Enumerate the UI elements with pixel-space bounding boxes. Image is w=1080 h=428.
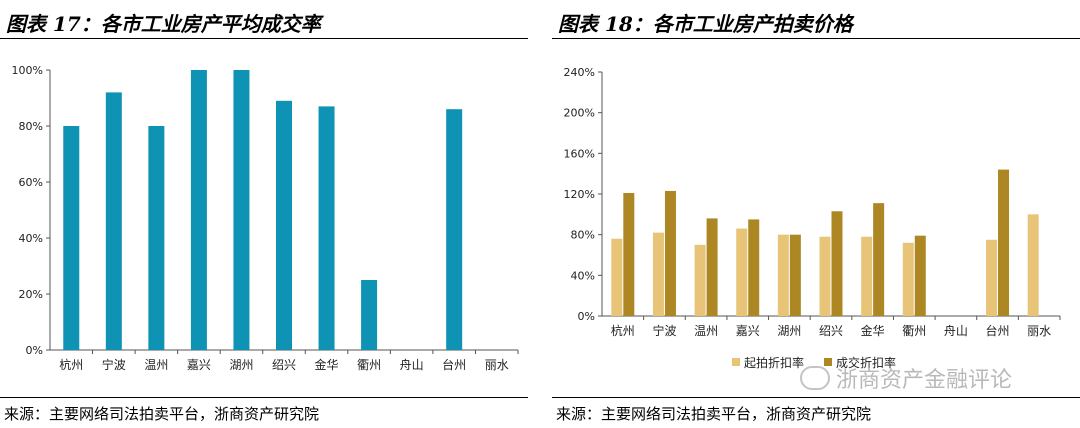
- bar: [276, 100, 292, 350]
- bar: [861, 236, 873, 316]
- right-chart-panel: 图表 18：各市工业房产拍卖价格 0% 40% 80% 120% 160% 200% 240…: [552, 0, 1080, 428]
- x-tick-label: 湖州: [777, 323, 801, 338]
- legend: 起拍折扣率 成交折扣率: [732, 355, 896, 370]
- left-chart-title: 图表 17：各市工业房产平均成交率: [6, 12, 321, 36]
- right-chart-title: 图表 18：各市工业房产拍卖价格: [558, 12, 853, 36]
- x-tick-label: 舟山: [400, 358, 424, 372]
- x-tick-label: 宁波: [652, 323, 676, 338]
- bar: [777, 234, 789, 316]
- bar: [611, 238, 623, 316]
- x-tick-label: 温州: [694, 324, 718, 338]
- bar: [148, 126, 165, 350]
- y-tick-label: 0%: [578, 310, 595, 323]
- y-tick-label: 80%: [19, 120, 43, 133]
- y-tick-label: 60%: [19, 176, 43, 189]
- x-tick-label: 金华: [315, 357, 339, 372]
- x-tick-label: 嘉兴: [736, 324, 760, 338]
- bar: [233, 70, 250, 350]
- y-tick-label: 100%: [12, 64, 43, 77]
- bar: [914, 235, 926, 316]
- legend-label: 起拍折扣率: [744, 355, 804, 370]
- right-bar-chart: 0% 40% 80% 120% 160% 200% 240% 杭州 宁波 温州 嘉兴 湖州 绍兴 金华 衢州…: [564, 66, 1061, 370]
- x-tick-label: 舟山: [944, 324, 968, 338]
- x-tick-label: 金华: [861, 323, 885, 338]
- right-source-note: 来源：主要网络司法拍卖平台，浙商资产研究院: [556, 405, 872, 423]
- bar: [789, 234, 801, 316]
- x-tick-label: 台州: [986, 323, 1010, 338]
- y-tick-label: 80%: [571, 229, 595, 242]
- bar: [998, 169, 1010, 316]
- x-tick-label: 嘉兴: [187, 358, 211, 372]
- bar: [361, 280, 378, 350]
- bar: [873, 203, 885, 316]
- left-source-note: 来源：主要网络司法拍卖平台，浙商资产研究院: [4, 405, 320, 423]
- x-tick-label: 杭州: [59, 357, 83, 372]
- bar: [706, 218, 718, 316]
- bar: [446, 109, 463, 350]
- bar: [902, 242, 914, 316]
- right-bottom-rule: [552, 397, 1080, 398]
- bar: [736, 228, 748, 316]
- x-tick-label: 绍兴: [272, 358, 296, 372]
- right-top-rule: [552, 38, 1080, 39]
- bar: [105, 92, 122, 351]
- x-tick-label: 衢州: [357, 358, 381, 372]
- y-tick-label: 40%: [571, 269, 595, 282]
- x-tick-label: 杭州: [611, 323, 635, 338]
- y-tick-label: 120%: [564, 188, 595, 201]
- wechat-icon: [800, 366, 830, 390]
- x-tick-label: 丽水: [1027, 324, 1051, 338]
- y-tick-label: 20%: [19, 288, 43, 301]
- legend-label: 成交折扣率: [836, 355, 896, 370]
- legend-swatch: [732, 358, 740, 366]
- bar: [986, 239, 998, 316]
- bar: [190, 70, 207, 350]
- x-tick-label: 丽水: [485, 358, 509, 372]
- y-tick-label: 160%: [564, 147, 595, 160]
- left-chart-panel: 图表 17：各市工业房产平均成交率 0% 20% 40% 60% 80% 100% 杭州 宁波…: [0, 0, 528, 428]
- bar: [63, 126, 80, 350]
- bar: [748, 219, 760, 316]
- bar: [318, 106, 335, 351]
- bar: [652, 232, 664, 316]
- x-tick-label: 湖州: [229, 357, 253, 372]
- y-tick-label: 200%: [564, 107, 595, 120]
- y-tick-label: 240%: [564, 66, 595, 79]
- bar: [664, 190, 676, 316]
- x-tick-label: 台州: [442, 357, 466, 372]
- x-tick-label: 衢州: [902, 324, 926, 338]
- y-tick-label: 0%: [26, 344, 43, 357]
- x-tick-label: 宁波: [102, 357, 126, 372]
- bar: [831, 211, 843, 316]
- left-bar-chart: 0% 20% 40% 60% 80% 100% 杭州 宁波 温州 嘉兴 湖州 绍兴 金华 衢州 舟山 台州 丽水: [12, 64, 519, 372]
- left-top-rule: [0, 38, 528, 39]
- watermark-text: 浙商资产金融评论: [836, 368, 1013, 393]
- legend-swatch: [824, 358, 832, 366]
- bar: [623, 192, 635, 316]
- x-tick-label: 绍兴: [819, 324, 843, 338]
- y-tick-label: 40%: [19, 232, 43, 245]
- bar: [819, 236, 831, 316]
- left-bottom-rule: [0, 397, 528, 398]
- bar: [1027, 214, 1039, 316]
- x-tick-label: 温州: [144, 358, 168, 372]
- bar: [694, 244, 706, 316]
- watermark: 浙商资产金融评论: [800, 362, 1012, 394]
